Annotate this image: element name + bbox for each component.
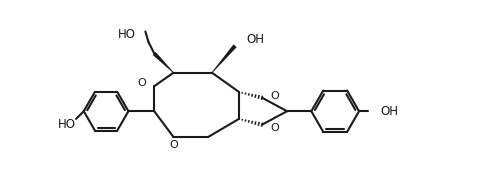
Polygon shape (152, 52, 174, 73)
Text: OH: OH (246, 33, 264, 46)
Text: HO: HO (58, 118, 76, 131)
Text: HO: HO (118, 28, 136, 41)
Text: O: O (270, 123, 279, 133)
Text: OH: OH (380, 105, 398, 118)
Text: O: O (270, 91, 279, 101)
Polygon shape (212, 44, 236, 73)
Text: O: O (169, 140, 178, 150)
Text: O: O (137, 78, 146, 88)
